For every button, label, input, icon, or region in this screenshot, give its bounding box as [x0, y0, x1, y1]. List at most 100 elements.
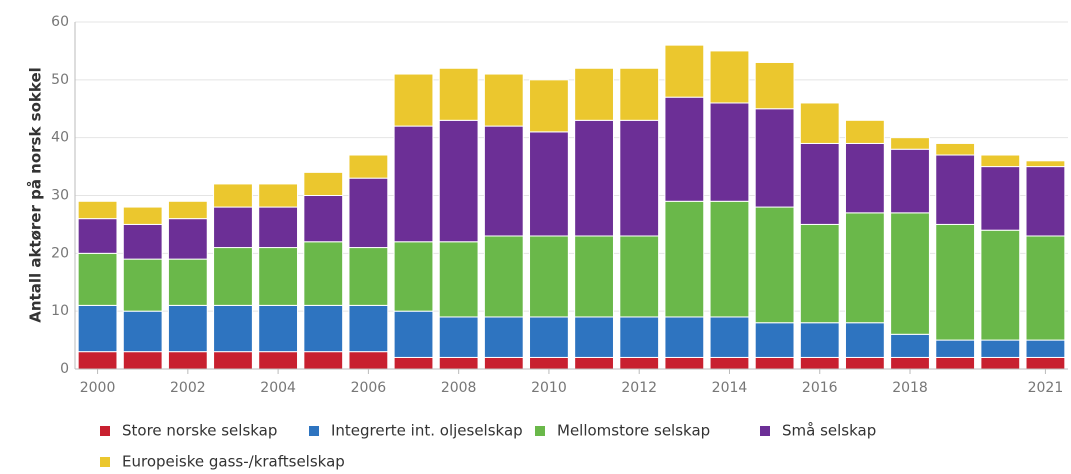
- bar-segment: [890, 212, 930, 335]
- bar-segment: [709, 200, 750, 318]
- bar-segment: [258, 247, 299, 306]
- bar-segment: [529, 356, 569, 370]
- bar-segment: [754, 61, 795, 110]
- bar-segment: [664, 96, 705, 202]
- bar-segment: [303, 171, 344, 197]
- bar-segment: [213, 304, 253, 353]
- bar-segment: [574, 67, 614, 121]
- bar-segment: [167, 351, 208, 370]
- bar-segment: [303, 241, 344, 306]
- bar-segment: [77, 200, 118, 220]
- legend-swatch: [309, 426, 319, 436]
- bar-segment: [258, 183, 299, 208]
- bar-segment: [122, 206, 163, 225]
- bar-segment: [799, 322, 840, 358]
- bar-segment: [844, 212, 885, 324]
- bar-segment: [1025, 235, 1066, 341]
- bar-segment: [890, 356, 930, 370]
- bar-segment: [664, 200, 705, 318]
- x-tick-label: 2008: [441, 380, 477, 396]
- x-tick-label: 2018: [892, 380, 928, 396]
- bar-segment: [574, 235, 614, 318]
- bar-segment: [258, 351, 299, 370]
- bar-segment: [799, 102, 840, 144]
- bar-segment: [483, 316, 524, 358]
- bar-segment: [709, 316, 750, 358]
- x-tick-label: 2004: [260, 380, 296, 396]
- bar-segment: [754, 356, 795, 370]
- bar-segment: [619, 356, 660, 370]
- bar-segment: [709, 356, 750, 370]
- bar-segment: [167, 200, 208, 220]
- x-tick-label: 2010: [531, 380, 567, 396]
- bar-segment: [529, 79, 569, 133]
- bar-segment: [980, 339, 1021, 358]
- x-tick-label: 2000: [80, 380, 116, 396]
- bar-segment: [167, 258, 208, 306]
- bar-segment: [438, 119, 479, 243]
- bar-segment: [980, 166, 1021, 231]
- legend-label: Store norske selskap: [122, 422, 277, 440]
- bar-segment: [529, 235, 569, 318]
- bar-segment: [935, 142, 976, 156]
- bar-segment: [890, 148, 930, 214]
- bar-segment: [122, 223, 163, 260]
- bar-segment: [438, 241, 479, 318]
- bar-segment: [77, 351, 118, 370]
- legend-label: Integrerte int. oljeselskap: [331, 422, 523, 440]
- bar-segment: [258, 206, 299, 249]
- x-tick-label: 2002: [170, 380, 206, 396]
- bar-segment: [483, 125, 524, 237]
- bar-segment: [483, 73, 524, 127]
- bar-segment: [574, 316, 614, 358]
- bar-segment: [438, 356, 479, 370]
- bar-segment: [619, 316, 660, 358]
- legend-swatch: [100, 457, 110, 467]
- legend-swatch: [100, 426, 110, 436]
- bar-segment: [844, 119, 885, 144]
- bar-segment: [935, 339, 976, 358]
- bar-segment: [483, 235, 524, 318]
- bar-segment: [122, 310, 163, 353]
- bar-segment: [529, 131, 569, 237]
- bar-segment: [980, 229, 1021, 341]
- y-tick-label: 10: [51, 303, 69, 319]
- bar-segment: [935, 154, 976, 225]
- legend-label: Mellomstore selskap: [557, 422, 710, 440]
- bar-segment: [935, 356, 976, 370]
- bar-segment: [709, 50, 750, 104]
- bar-segment: [529, 316, 569, 358]
- bar-segment: [438, 316, 479, 358]
- bar-segment: [799, 356, 840, 370]
- bar-segment: [213, 247, 253, 306]
- bar-segment: [167, 218, 208, 260]
- legend-swatch: [535, 426, 545, 436]
- bar-segment: [844, 322, 885, 358]
- bar-segment: [799, 223, 840, 324]
- bar-segment: [1025, 339, 1066, 358]
- bar-segment: [754, 322, 795, 358]
- bar-segment: [754, 206, 795, 324]
- bar-segment: [303, 304, 344, 353]
- bar-segment: [213, 206, 253, 249]
- bar-segment: [844, 356, 885, 370]
- bar-segment: [799, 142, 840, 225]
- bar-segment: [619, 67, 660, 121]
- bar-segment: [664, 44, 705, 98]
- x-tick-label: 2016: [802, 380, 838, 396]
- bar-segment: [348, 247, 389, 306]
- y-tick-label: 0: [60, 361, 69, 377]
- bar-segment: [213, 183, 253, 208]
- bar-segment: [483, 356, 524, 370]
- bar-segment: [303, 351, 344, 370]
- bar-segment: [890, 333, 930, 358]
- bar-segment: [258, 304, 299, 353]
- y-axis-label: Antall aktører på norsk sokkel: [27, 67, 45, 323]
- bar-segment: [393, 356, 434, 370]
- bar-segment: [393, 73, 434, 127]
- bar-segment: [664, 316, 705, 358]
- bar-segment: [77, 304, 118, 353]
- bar-segment: [935, 223, 976, 341]
- y-tick-label: 30: [51, 188, 69, 204]
